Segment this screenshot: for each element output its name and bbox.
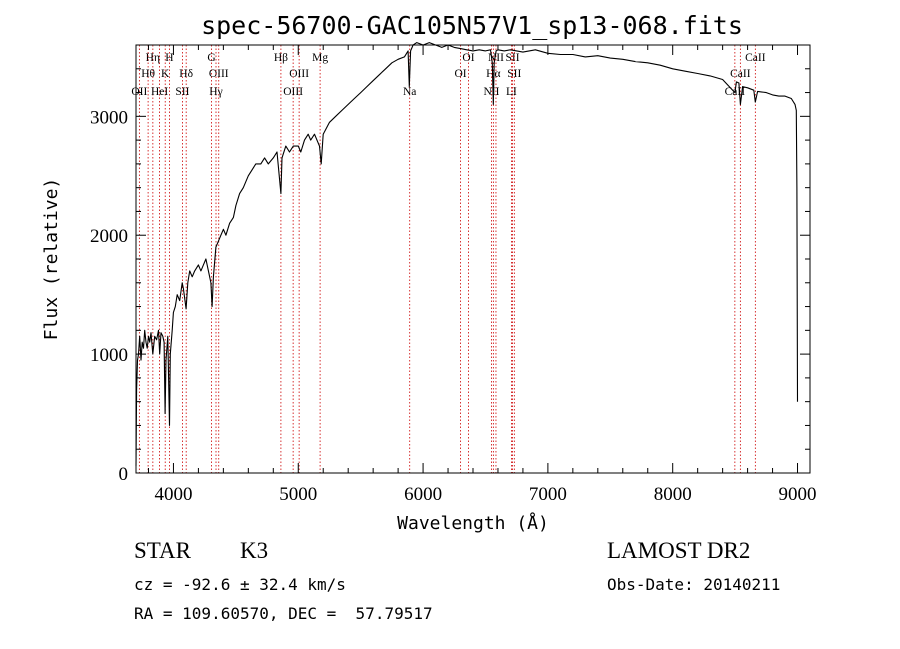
spectral-line-label: NII	[483, 86, 499, 98]
x-tick-label: 8000	[654, 484, 692, 505]
spectral-line-label: G	[207, 52, 215, 64]
x-tick-label: 5000	[279, 484, 317, 505]
axis-ticks: 4000 5000 6000 7000 8000 9000 0 1000 2000 3000	[90, 44, 817, 505]
x-tick-label: 4000	[154, 484, 192, 505]
spectral-line-label: SII	[506, 52, 520, 64]
spectral-line-label: OIII	[209, 68, 229, 80]
spectral-line-label: Hβ	[274, 52, 288, 64]
spectral-line-label: Hη	[146, 52, 160, 64]
y-tick-label: 3000	[90, 107, 128, 128]
spectral-line-label: HeI	[151, 86, 168, 98]
survey-name: LAMOST DR2	[607, 538, 751, 563]
spectral-line-label: OII	[131, 86, 147, 98]
y-tick-label: 1000	[90, 345, 128, 366]
spectral-line-label: LI	[506, 86, 517, 98]
x-tick-label: 7000	[529, 484, 567, 505]
spectral-line-label: Hα	[486, 68, 500, 80]
object-subclass: K3	[240, 538, 269, 563]
x-tick-label: 6000	[404, 484, 442, 505]
spectral-line-label: Hδ	[179, 68, 193, 80]
observation-date: Obs-Date: 20140211	[607, 575, 781, 594]
spectral-line-label: Na	[403, 86, 416, 98]
plot-frame	[135, 44, 811, 474]
object-class: STAR	[134, 538, 191, 563]
x-axis-label: Wavelength (Å)	[397, 512, 549, 534]
redshift-readout: cz = -92.6 ± 32.4 km/s	[134, 575, 346, 594]
spectrum-series	[135, 42, 799, 466]
spectral-line-label: OIII	[283, 86, 303, 98]
spectral-line-label: OI	[454, 68, 466, 80]
coordinates-readout: RA = 109.60570, DEC = 57.79517	[134, 604, 433, 623]
spectral-line-label: SII	[507, 68, 521, 80]
spectral-line-label: CaII	[730, 68, 751, 80]
chart-title: spec-56700-GAC105N57V1_sp13-068.fits	[201, 11, 743, 40]
spectral-line-label: CaII	[745, 52, 766, 64]
spectral-line-label: Hθ	[141, 68, 155, 80]
y-tick-label: 0	[119, 464, 129, 485]
spectral-line-label: Mg	[312, 52, 328, 64]
y-axis-label: Flux (relative)	[41, 178, 62, 341]
spectral-line-label: OIII	[289, 68, 309, 80]
spectral-line-label: K	[161, 68, 170, 80]
spectral-line-label: Hγ	[209, 86, 222, 98]
y-tick-label: 2000	[90, 226, 128, 247]
spectral-line-label: SII	[175, 86, 189, 98]
spectrum-line	[135, 42, 799, 466]
spectral-line-label: H	[165, 52, 173, 64]
x-tick-label: 9000	[779, 484, 817, 505]
spectral-line-label: OI	[462, 52, 474, 64]
